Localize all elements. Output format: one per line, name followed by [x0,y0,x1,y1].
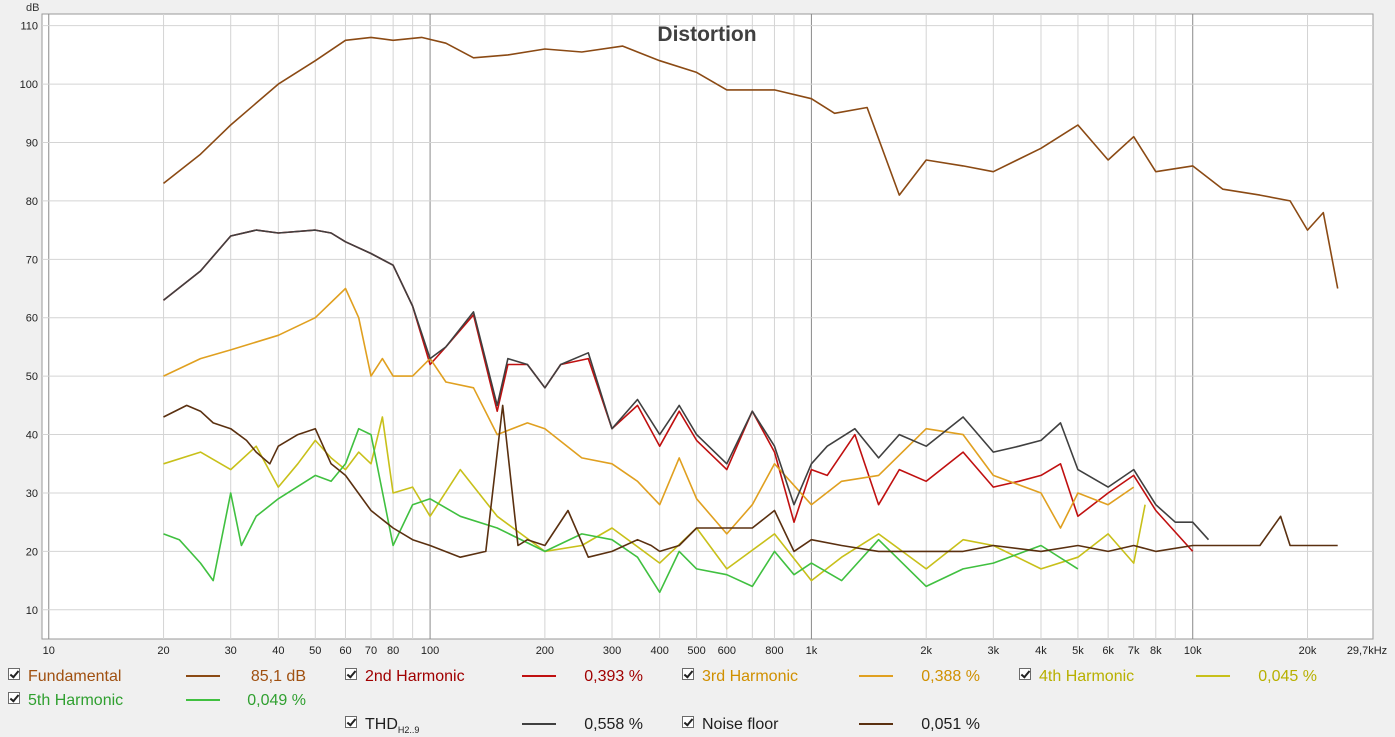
y-tick-label: 40 [26,430,38,442]
value-2nd-harmonic: 0,393 % [584,668,643,685]
x-tick-label: 6k [1102,645,1114,657]
checkbox-thd[interactable] [345,716,357,728]
series-line-3rd-harmonic [163,287,1135,535]
x-end-label: 29,7kHz [1347,645,1387,657]
series-line-fundamental [163,36,1339,289]
y-tick-label: 20 [26,546,38,558]
x-tick-label: 4k [1035,645,1047,657]
x-tick-label: 8k [1150,645,1162,657]
value-5th-harmonic: 0,049 % [247,692,306,709]
series-lines [163,36,1339,594]
swatch-fundamental [186,675,220,677]
legend-label-fundamental: Fundamental [28,668,122,685]
checkbox-2nd-harmonic[interactable] [345,668,357,680]
thd-label-sub: H2..9 [397,725,420,736]
swatch-3rd-harmonic [859,675,893,677]
plot-area [41,13,1374,640]
chart-title: Distortion [657,23,756,46]
axes: 10 20 30 40 50 60 70 80 100 200 300 400 500 600 800 1k 2… [20,21,1388,657]
x-tick-label: 800 [765,645,783,657]
swatch-noise-floor [859,723,893,725]
legend-label-2nd-harmonic: 2nd Harmonic [365,668,465,685]
swatch-5th-harmonic [186,699,220,701]
x-tick-label: 50 [309,645,321,657]
series-line-noise-floor [163,404,1338,559]
x-tick-label: 200 [536,645,554,657]
y-tick-label: 60 [26,313,38,325]
x-tick-label: 600 [718,645,736,657]
legend-label-4th-harmonic: 4th Harmonic [1039,668,1135,685]
x-tick-label: 1k [806,645,818,657]
x-tick-label: 20k [1299,645,1317,657]
value-thd: 0,558 % [584,716,643,733]
x-tick-label: 70 [365,645,377,657]
legend-label-thd: THDH2..9 [365,716,419,735]
thd-label-text: THD [365,716,398,733]
x-tick-label: 30 [225,645,237,657]
checkbox-5th-harmonic[interactable] [8,692,20,704]
x-tick-label: 3k [988,645,1000,657]
swatch-4th-harmonic [1196,675,1230,677]
x-tick-label: 7k [1128,645,1140,657]
checkbox-fundamental[interactable] [8,668,20,680]
y-tick-label: 110 [20,21,38,33]
legend-label-noise-floor: Noise floor [702,716,779,733]
grid [42,14,1373,639]
legend-label-5th-harmonic: 5th Harmonic [28,692,124,709]
x-tick-label: 60 [339,645,351,657]
y-tick-label: 100 [20,79,38,91]
series-line-5th-harmonic [163,427,1079,594]
x-tick-label: 300 [603,645,621,657]
series-line-thd [163,229,1210,541]
y-tick-label: 70 [26,254,38,266]
value-4th-harmonic: 0,045 % [1258,668,1317,685]
value-3rd-harmonic: 0,388 % [921,668,980,685]
x-tick-label: 2k [920,645,932,657]
x-tick-label: 100 [421,645,439,657]
x-tick-label: 40 [272,645,284,657]
y-tick-label: 90 [26,138,38,150]
y-tick-label: 30 [26,488,38,500]
x-tick-label: 5k [1072,645,1084,657]
value-noise-floor: 0,051 % [921,716,980,733]
y-axis-label: dB [26,2,39,14]
checkbox-4th-harmonic[interactable] [1019,668,1031,680]
x-tick-label: 400 [650,645,668,657]
x-tick-label: 500 [687,645,705,657]
swatch-2nd-harmonic [522,675,556,677]
checkbox-3rd-harmonic[interactable] [682,668,694,680]
y-tick-label: 10 [26,605,38,617]
value-fundamental: 85,1 dB [250,668,306,685]
legend-label-3rd-harmonic: 3rd Harmonic [702,668,799,685]
x-tick-label: 10k [1184,645,1202,657]
y-tick-label: 50 [26,371,38,383]
x-tick-label: 20 [157,645,169,657]
x-tick-label: 80 [387,645,399,657]
y-tick-label: 80 [26,196,38,208]
checkbox-noise-floor[interactable] [682,716,694,728]
swatch-thd [522,723,556,725]
x-tick-label: 10 [43,645,55,657]
